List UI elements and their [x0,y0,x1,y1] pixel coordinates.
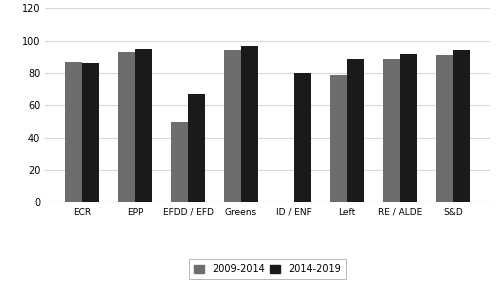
Bar [135,49,152,202]
Bar [400,54,417,202]
Bar [82,64,99,202]
Bar [294,73,311,202]
Bar [224,51,241,202]
Bar [347,58,364,202]
Bar [171,121,188,202]
Bar [188,94,205,202]
Legend: 2009-2014, 2014-2019: 2009-2014, 2014-2019 [190,259,346,279]
Bar [436,55,453,202]
Bar [383,58,400,202]
Bar [241,46,258,202]
Bar [118,52,135,202]
Bar [65,62,82,202]
Bar [330,75,347,202]
Bar [453,51,470,202]
